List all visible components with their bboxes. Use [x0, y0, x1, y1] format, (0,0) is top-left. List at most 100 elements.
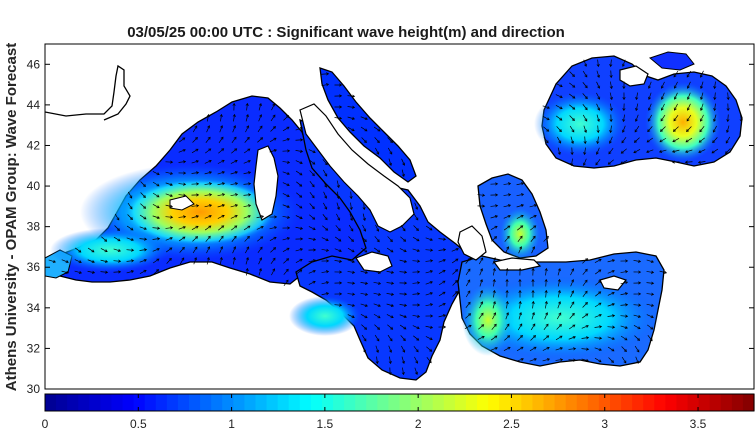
wave-arrow-head: [273, 149, 278, 153]
wave-arrow: [543, 126, 549, 132]
wave-arrow-head: [637, 337, 641, 341]
wave-arrow-head: [442, 291, 446, 295]
wave-arrow-head: [286, 183, 290, 187]
wave-arrow-head: [245, 256, 249, 261]
wave-arrow: [438, 314, 446, 318]
wave-arrow-head: [611, 348, 615, 352]
wave-arrow: [506, 301, 508, 309]
wave-arrow: [465, 258, 471, 264]
wave-arrow-head: [272, 126, 276, 130]
wave-arrow: [516, 182, 524, 186]
wave-arrow-head: [482, 204, 486, 208]
wave-arrow: [634, 125, 640, 133]
wave-arrow-head: [660, 96, 664, 100]
wave-arrow-head: [131, 248, 135, 252]
wave-arrow-head: [520, 204, 525, 208]
lat-tick-label: 32: [27, 341, 41, 355]
wave-arrow-head: [183, 171, 187, 175]
wave-arrow: [555, 105, 563, 109]
wave-arrow-head: [207, 136, 211, 140]
colorbar-cell: [621, 394, 633, 411]
wave-arrow-head: [401, 173, 405, 178]
wave-arrow-head: [376, 228, 380, 232]
wave-arrow-head: [417, 292, 421, 296]
wave-arrow: [581, 358, 589, 362]
wave-arrow-head: [649, 338, 653, 342]
wave-arrow: [452, 280, 458, 286]
wave-arrow: [413, 335, 419, 341]
colorbar-cell: [632, 394, 644, 411]
wave-arrow: [233, 114, 235, 122]
wave-arrow: [243, 160, 251, 164]
wave-arrow-head: [495, 193, 499, 197]
wave-arrow-head: [429, 337, 433, 341]
wave-arrow-head: [312, 259, 317, 263]
wave-arrow-head: [116, 217, 120, 221]
wave-arrow-head: [324, 173, 328, 177]
wave-arrow: [674, 92, 678, 100]
wave-arrow: [425, 260, 433, 262]
wave-arrow-head: [622, 118, 626, 123]
wave-arrow: [386, 247, 394, 253]
wave-arrow-head: [195, 236, 199, 240]
wave-arrow: [401, 158, 405, 166]
wave-arrow-head: [544, 300, 548, 305]
wave-arrow: [596, 81, 600, 89]
wave-arrow: [516, 346, 524, 352]
wave-arrow-head: [468, 313, 472, 317]
wave-arrow: [661, 103, 665, 111]
wave-arrow: [531, 246, 535, 254]
wave-arrow: [544, 312, 548, 320]
wave-arrow-head: [559, 335, 563, 339]
wave-arrow-head: [558, 129, 562, 133]
wave-arrow: [166, 258, 172, 264]
wave-arrow: [230, 171, 238, 175]
wave-arrow: [659, 270, 667, 274]
wave-arrow-head: [232, 113, 236, 118]
wave-arrow: [374, 324, 380, 330]
wave-arrow-head: [611, 259, 616, 263]
wave-arrow: [425, 336, 433, 340]
colorbar-cell: [277, 394, 290, 411]
wave-arrow: [607, 315, 615, 317]
wave-arrow-head: [598, 269, 602, 273]
wave-arrow: [438, 270, 446, 274]
wave-arrow-head: [572, 106, 576, 110]
wave-arrow: [557, 268, 561, 276]
wave-arrow: [557, 290, 561, 298]
wave-arrow-head: [194, 125, 198, 129]
wave-arrow: [100, 271, 108, 273]
wave-arrow-head: [415, 227, 419, 231]
wave-arrow-head: [389, 338, 393, 342]
wave-arrow-head: [324, 217, 328, 221]
colorbar-cell: [576, 394, 589, 411]
wave-arrow-head: [183, 193, 187, 197]
wave-arrow-head: [363, 349, 367, 353]
wave-arrow: [412, 248, 420, 252]
wave-arrow-head: [545, 323, 549, 327]
wave-arrow: [295, 226, 303, 230]
wave-arrow-head: [637, 259, 642, 263]
wave-arrow: [336, 202, 340, 210]
wave-arrow: [360, 303, 368, 307]
colorbar-cell: [454, 394, 467, 411]
wave-arrow-head: [480, 290, 484, 294]
wave-arrow: [620, 335, 628, 341]
wave-arrow-head: [52, 259, 56, 263]
wave-arrow: [529, 346, 537, 352]
colorbar-cell: [543, 394, 556, 411]
wave-arrow-head: [506, 323, 510, 327]
wave-arrow-head: [258, 102, 262, 107]
wave-arrow: [179, 247, 185, 253]
wave-arrow-head: [467, 268, 471, 272]
wave-arrow-head: [388, 372, 392, 376]
wave-arrow: [140, 203, 146, 209]
wave-arrow-head: [646, 139, 650, 143]
wave-arrow: [594, 337, 602, 339]
wave-arrow-head: [621, 140, 625, 144]
wave-arrow: [517, 225, 523, 231]
wave-arrow-head: [325, 270, 330, 274]
wave-arrow: [503, 194, 511, 196]
wave-arrow: [283, 258, 289, 264]
